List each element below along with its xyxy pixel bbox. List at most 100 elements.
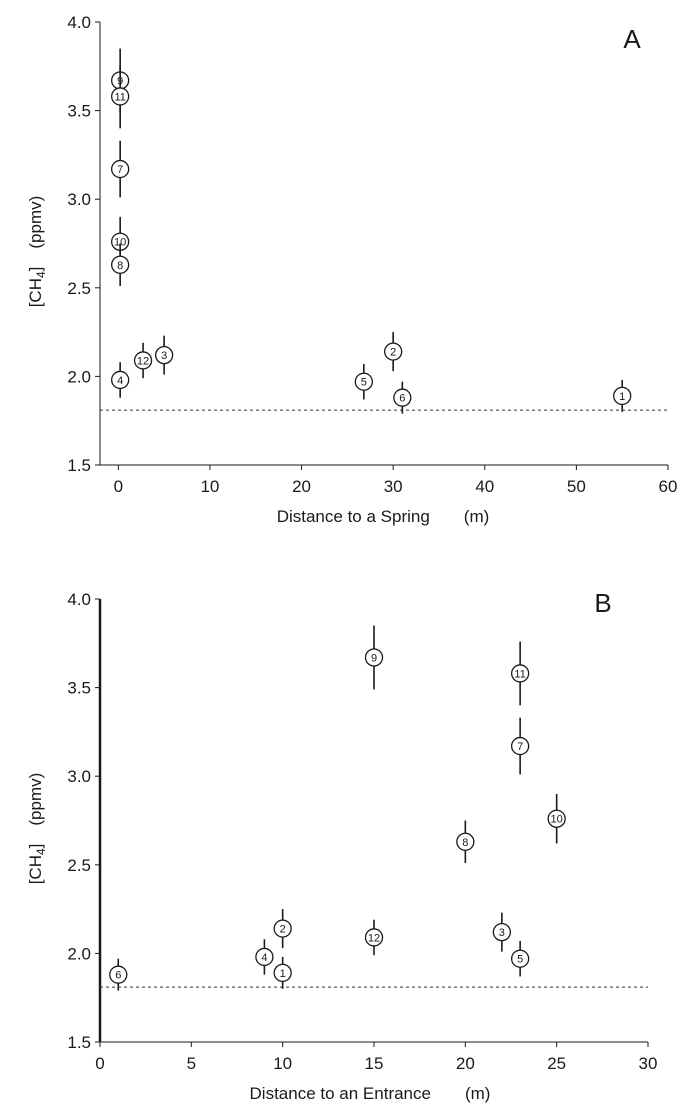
x-tick-label: 30 (639, 1054, 658, 1073)
x-tick-label: 0 (114, 477, 123, 496)
point-marker (510, 736, 530, 756)
data-point-10: 10 (111, 216, 130, 267)
x-tick-label: 60 (659, 477, 678, 496)
x-axis-title: Distance to a Spring (m) (277, 507, 490, 526)
x-tick-label: 10 (200, 477, 219, 496)
point-marker (492, 922, 512, 942)
y-tick-label: 2.0 (67, 367, 91, 386)
data-point-1: 1 (613, 379, 632, 412)
data-point-4: 4 (111, 362, 130, 398)
data-point-6: 6 (393, 381, 412, 414)
x-axis-title-text: Distance to a Spring (277, 507, 430, 526)
point-label: 12 (368, 932, 380, 944)
point-marker (364, 648, 384, 667)
point-label: 2 (280, 924, 286, 936)
point-marker (111, 159, 130, 179)
point-marker (111, 255, 130, 274)
point-marker (133, 351, 153, 370)
y-tick-label: 2.5 (67, 856, 91, 875)
data-point-10: 10 (547, 793, 566, 844)
point-label: 8 (462, 837, 468, 849)
y-tick-label: 3.5 (67, 679, 91, 698)
point-label: 3 (499, 927, 505, 939)
data-point-12: 12 (133, 342, 153, 379)
data-point-7: 7 (510, 717, 530, 775)
y-tick-label: 3.0 (67, 190, 91, 209)
x-tick-label: 20 (456, 1054, 475, 1073)
point-marker (510, 949, 530, 968)
y-axis-title-subscript: 4 (34, 271, 48, 278)
point-label: 6 (115, 970, 121, 982)
point-label: 9 (371, 652, 377, 664)
y-tick-label: 2.0 (67, 944, 91, 963)
x-tick-label: 10 (273, 1054, 292, 1073)
point-label: 4 (117, 375, 123, 387)
x-axis-unit: (m) (464, 507, 489, 526)
point-marker (154, 345, 174, 365)
data-point-8: 8 (456, 820, 475, 864)
y-axis-title-close: ] (26, 267, 45, 272)
y-axis-unit: (ppmv) (26, 773, 45, 826)
data-point-3: 3 (492, 912, 512, 952)
point-label: 7 (117, 164, 123, 176)
point-marker (354, 372, 373, 391)
y-axis-title: [CH4] (ppmv) (26, 773, 48, 885)
point-marker (273, 963, 292, 983)
x-axis-unit: (m) (465, 1084, 490, 1103)
point-label: 7 (517, 741, 523, 753)
y-axis-title-close: ] (26, 844, 45, 849)
point-label: 4 (261, 952, 267, 964)
point-label: 6 (399, 393, 405, 405)
chart-panel-a: 1.5 2.0 2.5 3.0 3.5 4.0 0 10 20 30 40 50 60 Distance … (26, 13, 677, 526)
x-tick-label: 0 (95, 1054, 104, 1073)
point-marker (510, 664, 530, 683)
point-label: 10 (551, 814, 563, 826)
point-marker (273, 919, 292, 938)
y-axis-title-subscript: 4 (34, 848, 48, 855)
point-marker (393, 388, 412, 407)
y-tick-label: 1.5 (67, 1033, 91, 1052)
data-point-11: 11 (111, 64, 130, 129)
point-marker (456, 832, 475, 851)
panel-letter: B (594, 588, 611, 618)
x-axis-title-text: Distance to an Entrance (250, 1084, 431, 1103)
y-axis-unit: (ppmv) (26, 196, 45, 249)
y-axis-title-main: [CH (26, 278, 45, 307)
x-tick-label: 50 (567, 477, 586, 496)
data-point-2: 2 (273, 909, 292, 949)
data-point-5: 5 (354, 363, 373, 400)
x-tick-label: 5 (187, 1054, 196, 1073)
point-label: 12 (137, 355, 149, 367)
point-label: 1 (619, 391, 625, 403)
data-point-3: 3 (154, 335, 174, 375)
x-tick-label: 40 (475, 477, 494, 496)
data-point-11: 11 (510, 641, 530, 706)
point-label: 5 (361, 377, 367, 389)
point-marker (109, 965, 128, 984)
x-tick-label: 25 (547, 1054, 566, 1073)
point-label: 3 (161, 350, 167, 362)
data-point-2: 2 (384, 332, 403, 372)
y-tick-label: 4.0 (67, 590, 91, 609)
panel-letter: A (623, 24, 641, 54)
data-point-6: 6 (109, 958, 128, 991)
data-point-7: 7 (111, 140, 130, 198)
point-marker (111, 370, 130, 390)
point-marker (364, 928, 384, 947)
point-marker (613, 386, 632, 406)
point-marker (384, 342, 403, 361)
point-label: 5 (517, 954, 523, 966)
data-point-9: 9 (364, 625, 384, 690)
data-point-8: 8 (111, 243, 130, 287)
x-tick-label: 20 (292, 477, 311, 496)
y-tick-label: 4.0 (67, 13, 91, 32)
y-tick-label: 3.0 (67, 767, 91, 786)
data-point-4: 4 (255, 939, 274, 975)
x-tick-label: 15 (365, 1054, 384, 1073)
data-point-1: 1 (273, 956, 292, 989)
point-label: 8 (117, 260, 123, 272)
point-label: 2 (390, 347, 396, 359)
y-axis-title: [CH4] (ppmv) (26, 196, 48, 308)
